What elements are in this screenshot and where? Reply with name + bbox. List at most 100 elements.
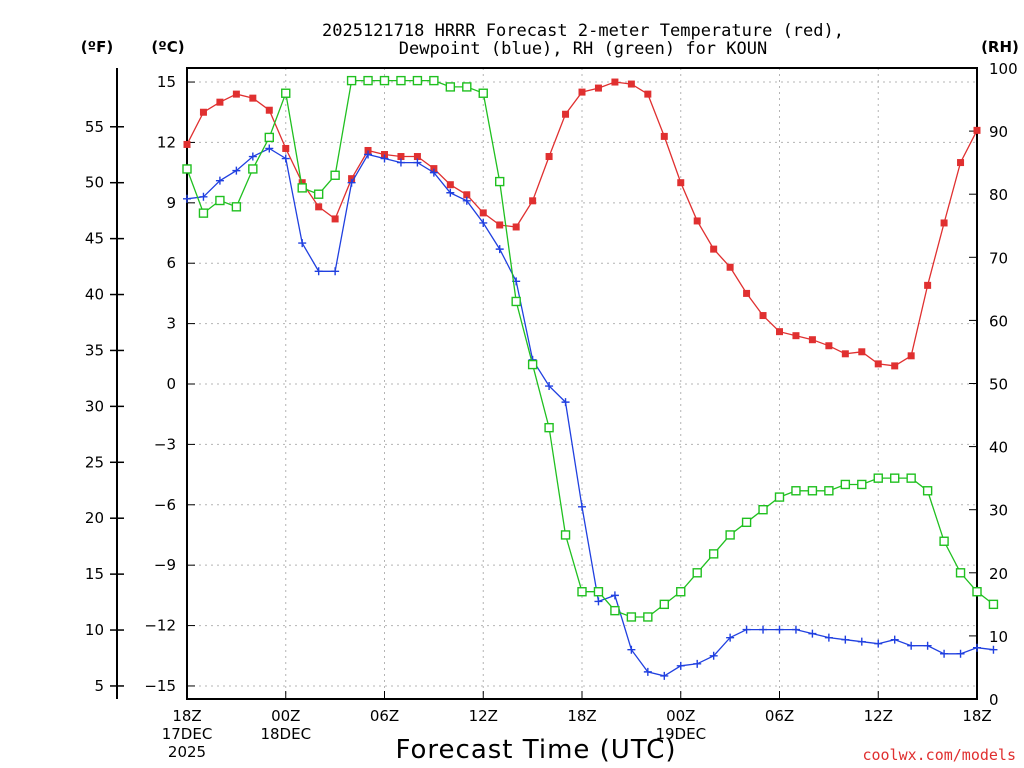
temperature-point — [808, 336, 816, 344]
temperature-point — [413, 153, 421, 161]
gridlines — [187, 68, 977, 699]
x-tick-label: 06Z — [370, 707, 399, 725]
dewpoint-point — [874, 639, 883, 648]
x-tick-label: 19DEC — [655, 725, 706, 743]
dewpoint-point — [380, 154, 389, 163]
y-tick-label-f: 35 — [85, 341, 104, 359]
rh-point — [939, 536, 949, 546]
rh-point — [544, 422, 554, 433]
y-tick-label-rh: 90 — [989, 123, 1008, 141]
dewpoint-point — [545, 382, 554, 391]
chart-title-line-2: Dewpoint (blue), RH (green) for KOUN — [399, 39, 767, 59]
x-tick-label: 18Z — [962, 707, 991, 725]
rh-point — [248, 164, 258, 174]
dewpoint-point — [413, 158, 422, 167]
dewpoint-point — [989, 645, 998, 654]
rh-point — [379, 75, 390, 86]
dewpoint-point — [265, 144, 274, 153]
rh-point — [396, 75, 406, 86]
rh-point — [281, 88, 291, 98]
dewpoint-point — [479, 218, 488, 227]
dewpoint-point — [660, 671, 669, 680]
temperature-point — [315, 203, 323, 211]
rh-point — [840, 479, 851, 490]
temperature-point — [759, 312, 767, 320]
rh-point — [560, 530, 571, 540]
dewpoint-point — [610, 591, 619, 600]
data-series — [182, 75, 999, 680]
temperature-point — [743, 289, 751, 297]
dewpoint-point — [857, 637, 866, 646]
temperature-point — [957, 159, 965, 167]
y-tick-label-c: 0 — [166, 375, 176, 393]
rh-point — [857, 479, 867, 490]
dewpoint-point — [215, 176, 224, 185]
dewpoint-line — [186, 147, 994, 677]
dewpoint-point — [446, 188, 455, 197]
rh-point — [495, 176, 505, 187]
y-tick-label-f: 20 — [85, 509, 104, 527]
rh-point — [511, 296, 521, 307]
temperature-point — [907, 352, 915, 360]
rh-point — [791, 486, 801, 496]
dewpoint-point — [726, 633, 735, 642]
y-tick-label-c: −9 — [154, 556, 176, 574]
rh-point — [445, 82, 456, 92]
y-tick-label-f: 50 — [85, 174, 104, 192]
dewpoint-point — [298, 239, 307, 248]
rh-point — [478, 88, 488, 98]
y-tick-label-c: 9 — [166, 194, 176, 212]
rh-point — [955, 568, 966, 578]
dewpoint-point — [183, 194, 191, 203]
temperature-point — [512, 223, 520, 231]
dewpoint-point — [940, 649, 949, 658]
fahrenheit-unit-label: (ºF) — [81, 38, 113, 56]
x-tick-label: 18Z — [172, 707, 201, 725]
rh-point — [215, 195, 225, 206]
dewpoint-point — [561, 398, 570, 407]
temperature-point — [627, 80, 635, 88]
dewpoint-point — [643, 667, 652, 676]
rh-point — [692, 568, 702, 578]
rh-point — [182, 164, 192, 174]
temperature-point — [825, 342, 833, 350]
dewpoint-point — [594, 597, 603, 606]
chart-title-line-1: 2025121718 HRRR Forecast 2-meter Tempera… — [322, 21, 844, 41]
dewpoint-point — [314, 267, 323, 276]
y-tick-label-rh: 40 — [989, 439, 1008, 457]
temperature-point — [331, 215, 339, 223]
temperature-point — [792, 332, 800, 340]
rh-point — [626, 612, 637, 622]
y-tick-label-c: 6 — [166, 254, 176, 272]
x-tick-label: 2025 — [168, 743, 206, 761]
rh-point — [313, 189, 324, 199]
temperature-point — [348, 175, 356, 183]
y-tick-label-rh: 0 — [989, 691, 999, 709]
temperature-point — [594, 84, 602, 92]
rh-point — [643, 612, 653, 622]
temperature-point — [529, 197, 537, 205]
rh-point — [807, 486, 818, 496]
temperature-point — [924, 281, 932, 289]
rh-point — [708, 549, 719, 559]
axes — [110, 67, 978, 700]
rh-point — [906, 473, 916, 483]
y-tick-label-rh: 70 — [989, 249, 1008, 267]
temperature-point — [381, 151, 388, 159]
temperature-point — [874, 360, 882, 368]
rh-point — [741, 517, 752, 528]
temperature-point — [199, 108, 207, 116]
rh-point — [610, 605, 620, 616]
temperature-point — [644, 90, 652, 98]
temperature-point — [430, 165, 438, 173]
dewpoint-point — [462, 196, 471, 205]
rh-point — [346, 75, 357, 86]
rh-point — [577, 587, 587, 597]
x-tick-label: 12Z — [864, 707, 893, 725]
dewpoint-point — [956, 649, 965, 658]
y-tick-label-f: 15 — [85, 565, 104, 583]
rh-point — [824, 486, 834, 496]
rh-point — [412, 75, 423, 86]
temperature-line — [186, 81, 978, 367]
